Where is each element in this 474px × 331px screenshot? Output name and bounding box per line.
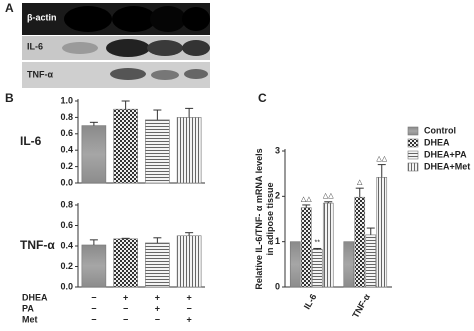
bar [113, 108, 138, 184]
annotation: △△ [301, 196, 312, 203]
y-tick-label: 0.4 [60, 145, 73, 155]
y-tick-label: 3 [275, 145, 280, 155]
treatment-sign: − [186, 303, 191, 313]
bar [343, 241, 355, 288]
treatment-sign: + [155, 292, 160, 302]
panel-label: A [5, 1, 14, 15]
y-axis-label: IL-6 [20, 134, 42, 148]
panel-label: C [258, 91, 267, 105]
y-tick-label: 0.0 [60, 281, 73, 291]
y-tick-label: 2 [275, 191, 280, 201]
y-tick-label: 0.0 [60, 177, 73, 187]
blot: β-actin IL-6 TNF-α [22, 3, 210, 88]
annotation: ** [315, 239, 321, 246]
annotation: △△ [376, 155, 387, 162]
legend-label: DHEA+PA [424, 149, 467, 159]
bar [289, 241, 301, 288]
blot-label: TNF-α [27, 69, 53, 79]
bar [81, 125, 107, 184]
panel-label: B [5, 91, 14, 105]
bar [113, 238, 138, 288]
legend-label: Control [424, 125, 456, 135]
y-tick-label: 0.8 [60, 112, 73, 122]
legend-label: DHEA+Met [424, 161, 470, 171]
annotation: △ [357, 179, 363, 186]
x-tick-label: IL-6 [302, 292, 319, 311]
treatment-label: Met [22, 314, 38, 324]
treatment-sign: − [155, 314, 160, 324]
treatment-label: PA [22, 303, 34, 313]
y-tick-label: 0.2 [60, 261, 73, 271]
blot-label: β-actin [27, 12, 57, 22]
legend-swatch [407, 126, 419, 136]
bar [145, 242, 170, 288]
treatment-sign: + [155, 303, 160, 313]
y-tick-label: 0.8 [60, 199, 73, 209]
bar [365, 234, 377, 288]
y-tick-label: 0.2 [60, 161, 73, 171]
y-axis-label: TNF-α [20, 238, 55, 252]
y-tick-label: 1 [275, 236, 280, 246]
y-tick-label: 0 [275, 281, 280, 291]
y-axis-label: Relative IL-6/TNF- α mRNA levelsin adipo… [254, 148, 275, 289]
legend-swatch [407, 138, 419, 148]
annotation: △△ [323, 193, 334, 200]
treatment-sign: + [186, 292, 191, 302]
legend-swatch [407, 150, 419, 160]
treatment-sign: − [123, 314, 128, 324]
legend-label: DHEA [424, 137, 450, 147]
y-axis-label-line: in adipose tissue [265, 182, 275, 255]
treatment-sign: − [91, 314, 96, 324]
bar [300, 207, 312, 288]
bar [322, 202, 334, 288]
bar [311, 249, 323, 288]
x-tick-label: TNF-α [350, 292, 372, 320]
bar [176, 117, 202, 184]
treatment-sign: − [91, 292, 96, 302]
treatment-label: DHEA [22, 292, 48, 302]
y-axis-label-line: Relative IL-6/TNF- α mRNA levels [254, 148, 264, 289]
legend-swatch [407, 162, 419, 172]
bar [81, 244, 107, 288]
y-tick-label: 0.6 [60, 220, 73, 230]
treatment-sign: + [186, 314, 191, 324]
bar [354, 196, 366, 288]
blot-label: IL-6 [27, 41, 43, 51]
y-tick-label: 0.6 [60, 128, 73, 138]
y-tick-label: 0.4 [60, 240, 73, 250]
treatment-sign: − [91, 303, 96, 313]
bar [145, 119, 170, 184]
bar [176, 235, 202, 288]
bar [376, 176, 388, 288]
treatment-sign: − [123, 303, 128, 313]
y-tick-label: 1.0 [60, 95, 73, 105]
treatment-sign: + [123, 292, 128, 302]
